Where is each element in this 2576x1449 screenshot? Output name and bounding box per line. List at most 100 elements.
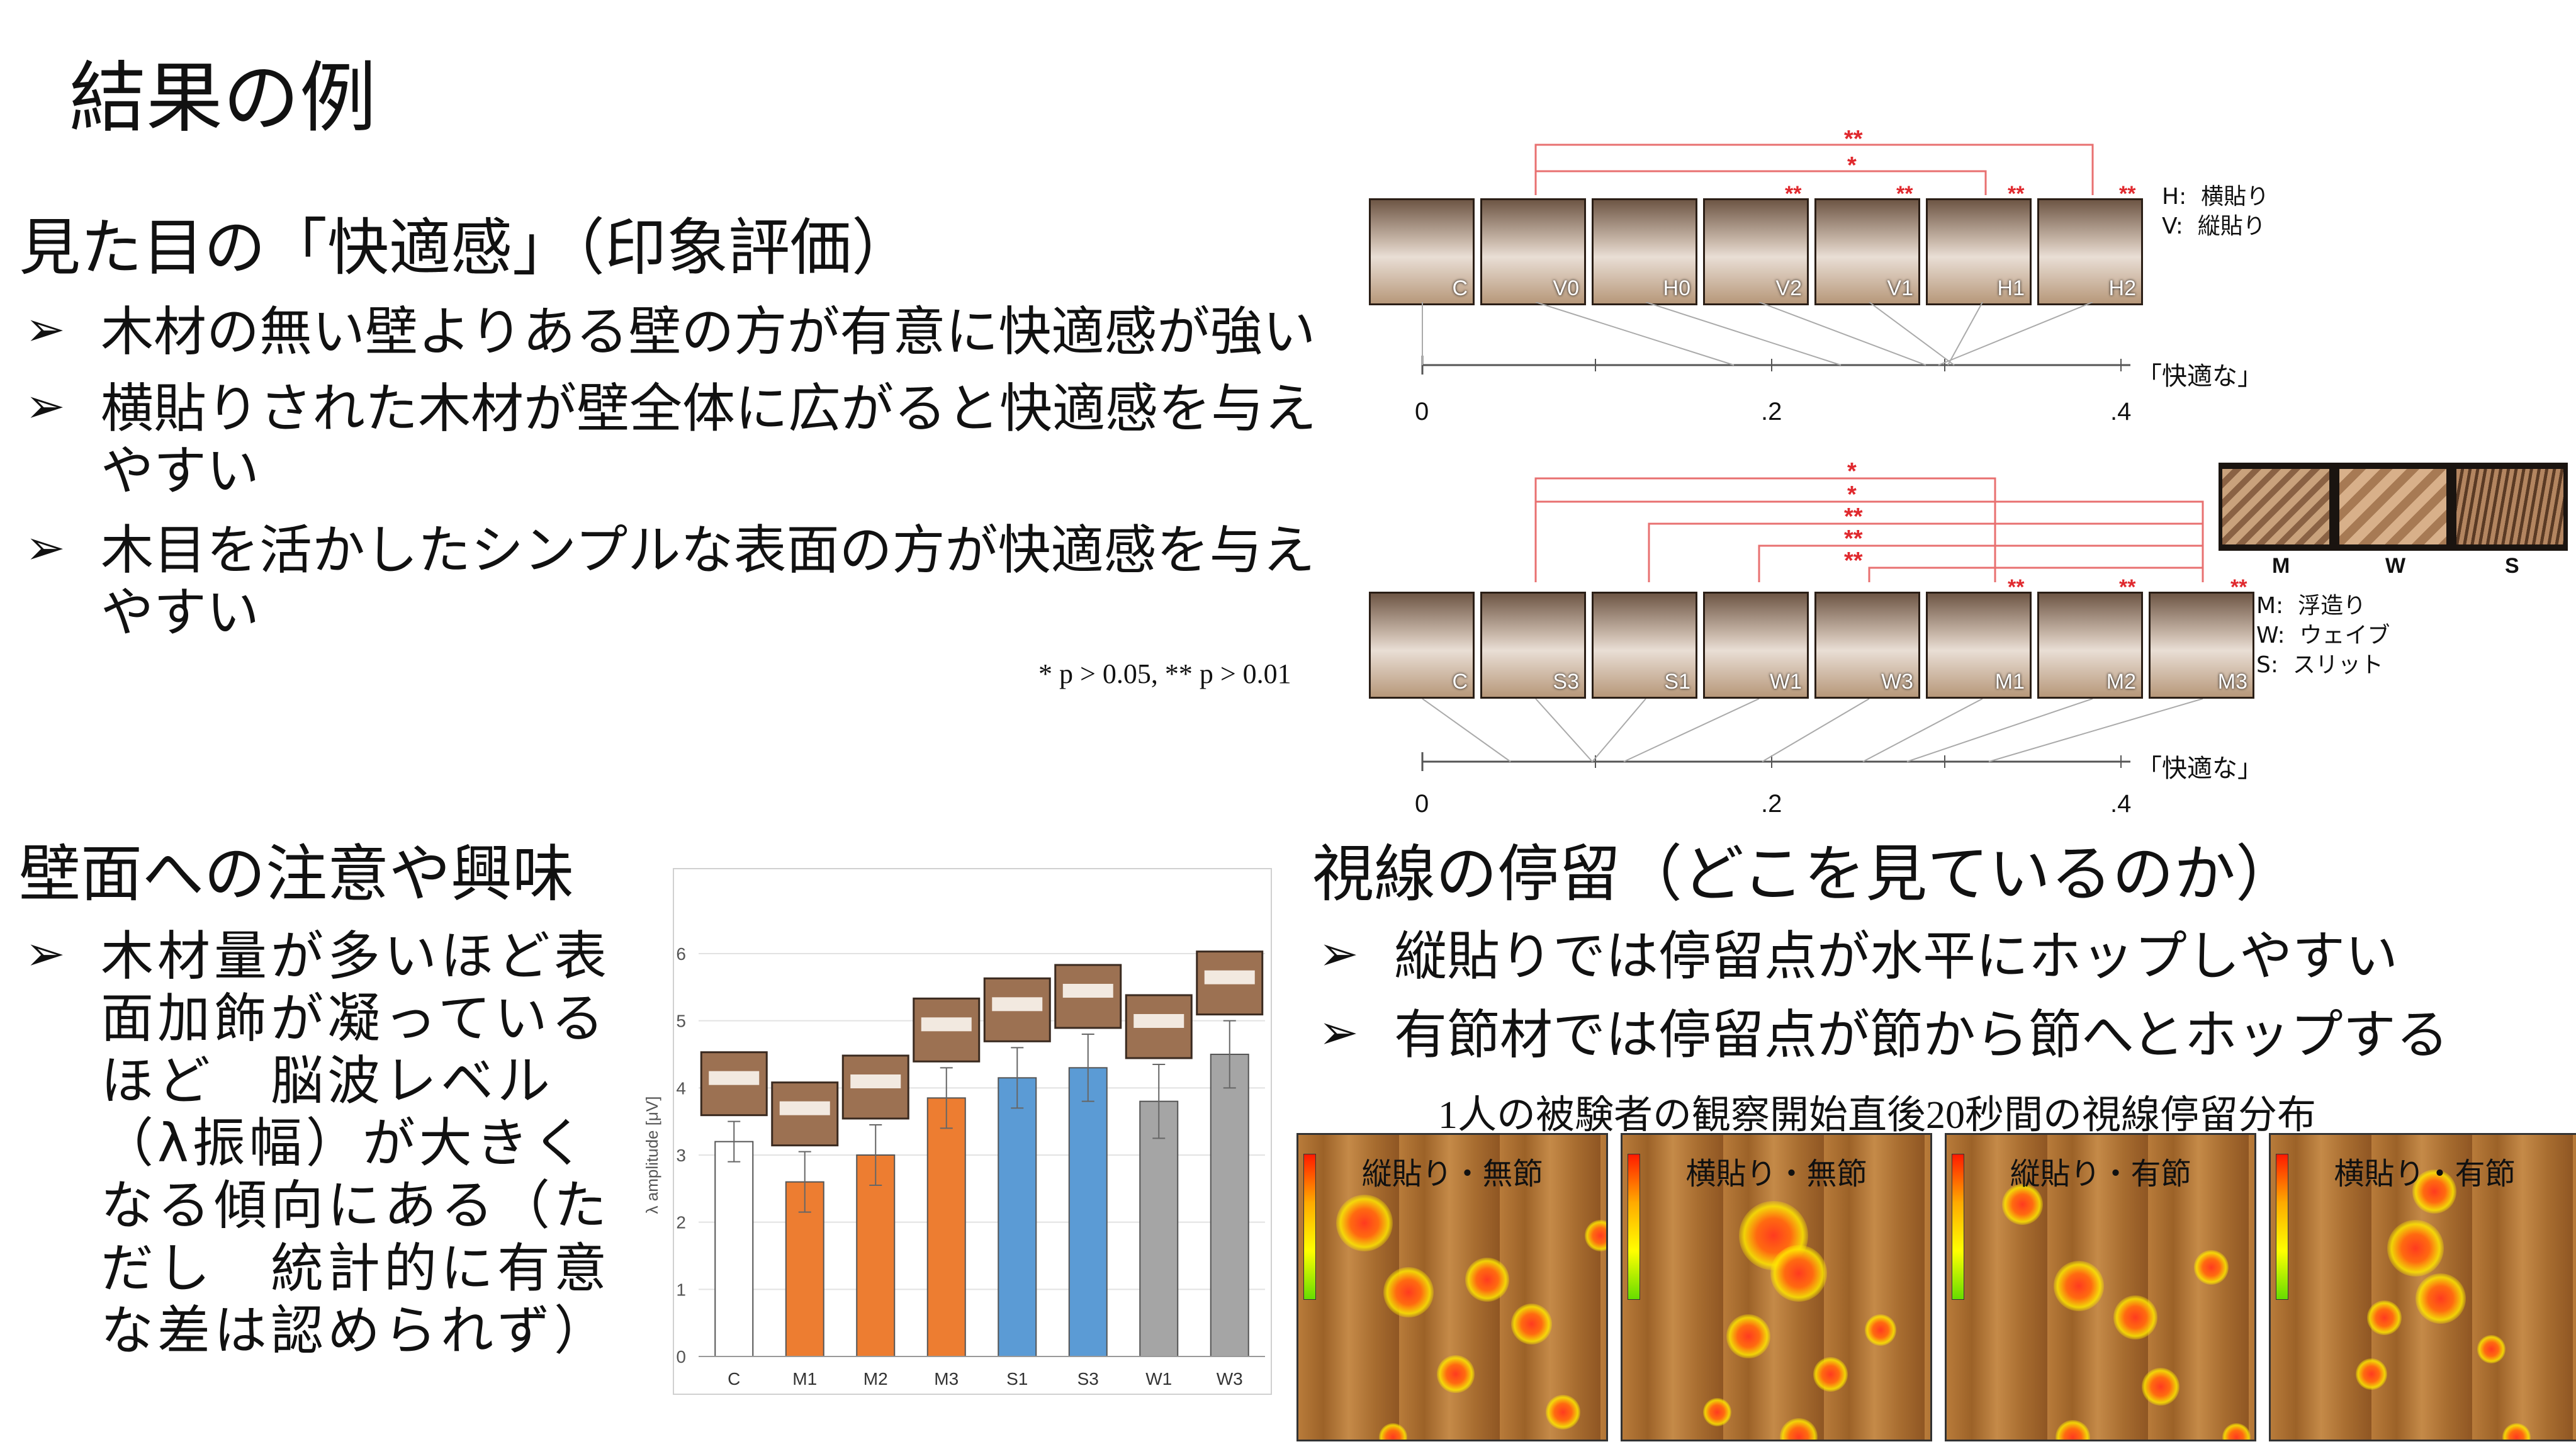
wall-panel-v1: V1 [1814, 198, 1920, 305]
wall-panel-c: C [1369, 592, 1475, 699]
panel-label: V0 [1553, 276, 1579, 300]
surface-swatches [2219, 463, 2568, 551]
gaze-fixation-spot [1770, 1245, 1827, 1302]
thumbnail-highlight [850, 1074, 901, 1088]
panel-label: H2 [2108, 276, 2136, 300]
panel-label: S1 [1664, 670, 1690, 694]
swatch-s [2456, 469, 2563, 544]
x-tick-label: M1 [792, 1369, 817, 1389]
x-tick-label: S1 [1006, 1369, 1028, 1389]
panel-label: H0 [1663, 276, 1690, 300]
swatch-label: M [2272, 554, 2290, 578]
wall-panel-m3: M3 [2149, 592, 2254, 699]
gaze-fixation-spot [1585, 1220, 1606, 1251]
panel-star: ** [2008, 575, 2025, 599]
x-tick-label: M3 [934, 1369, 959, 1389]
gaze-heatmap-4: 横貼り・有節 [2269, 1133, 2576, 1441]
bar-m3 [926, 1097, 966, 1357]
top-legend: H: 横貼り V: 縦貼り [2162, 184, 2269, 239]
bar-c [714, 1141, 754, 1357]
bottom-significance-brackets [1534, 477, 2204, 582]
wall-panel-v2: V2 [1703, 198, 1809, 305]
gaze-fixation-spot [1780, 1418, 1818, 1440]
panel-label: V1 [1887, 276, 1913, 300]
gaze-fixation-spot [2477, 1334, 2506, 1363]
gaze-fixation-spot [1726, 1314, 1770, 1358]
bar-s1 [998, 1077, 1037, 1357]
heat-scale-bar [1628, 1154, 1640, 1300]
top-significance-brackets [1534, 144, 2094, 195]
axis-tick: .2 [1761, 790, 1782, 818]
arrow-bullet-icon: ➢ [25, 301, 65, 357]
heatmap-label: 縦貼り・無節 [1361, 1156, 1543, 1192]
x-tick-label: W3 [1217, 1369, 1243, 1389]
bottom-axis [1421, 699, 2203, 771]
wall-panel-m1: M1 [1926, 592, 2032, 699]
wall-panel-h1: H1 [1926, 198, 2032, 305]
section-comfort-heading: 見た目の「快適感」（印象評価） [19, 212, 914, 284]
y-tick-label: 4 [676, 1078, 686, 1098]
gaze-fixation-spot [2366, 1300, 2402, 1335]
panel-label: W3 [1881, 670, 1913, 694]
arrow-bullet-icon: ➢ [25, 925, 65, 981]
panel-label: M2 [2106, 670, 2136, 694]
bracket-star: * [1847, 458, 1857, 485]
gaze-fixation-spot [2055, 1419, 2090, 1440]
wall-panel-w1: W1 [1703, 592, 1809, 699]
swatch-w [2339, 469, 2446, 544]
gaze-fixation-spot [1813, 1356, 1848, 1392]
panel-star: ** [1785, 182, 1802, 206]
arrow-bullet-icon: ➢ [1319, 1004, 1359, 1060]
bar-s3 [1068, 1067, 1108, 1357]
gaze-heatmap-2: 横貼り・無節 [1621, 1133, 1932, 1441]
axis-tick: 0 [1415, 398, 1429, 426]
y-tick-label: 0 [676, 1347, 686, 1367]
gaze-heatmap-3: 縦貼り・有節 [1945, 1133, 2256, 1441]
gaze-fixation-spot [2001, 1183, 2043, 1225]
heatmap-caption: 1人の被験者の観察開始直後20秒間の視線停留分布 [1438, 1094, 2317, 1137]
top-panel-figure: ** * C V0 H0 V2 ** V1 ** H1 ** H2 ** H: 横貼り V: 縦貼り… [1366, 126, 2269, 453]
bar-w1 [1139, 1100, 1179, 1357]
arrow-bullet-icon: ➢ [1319, 925, 1359, 981]
wall-panel-m2: M2 [2037, 592, 2143, 699]
bottom-panel-figure: * * ** ** ** M W S C S3 S1 W1 W3 M1 ** M2 ** M3 **… [1366, 456, 2576, 834]
heatmap-label: 横貼り・有節 [2334, 1156, 2516, 1192]
gaze-fixation-spot [1545, 1394, 1580, 1429]
thumbnail-highlight [1133, 1014, 1184, 1028]
x-tick-label: W1 [1145, 1369, 1172, 1389]
thumbnail-highlight [779, 1101, 830, 1115]
gaze-fixation-spot [2193, 1249, 2229, 1285]
panel-label: M3 [2217, 670, 2247, 694]
gaze-fixation-spot [1465, 1258, 1509, 1302]
panel-label: C [1452, 670, 1468, 694]
bracket-star: * [1847, 152, 1857, 179]
bracket-star: ** [1844, 504, 1863, 530]
gaze-bullet-2: ➢ 有節材では停留点が節から節へとホップする [1319, 1004, 2449, 1066]
bracket-star: * [1847, 482, 1857, 508]
gaze-fixation-spot [1383, 1267, 1434, 1317]
panel-star: ** [2230, 575, 2247, 599]
bracket-star: ** [1844, 526, 1863, 552]
gaze-fixation-spot [1865, 1314, 1896, 1346]
arrow-bullet-icon: ➢ [25, 378, 65, 434]
y-tick-label: 3 [676, 1146, 686, 1165]
gaze-fixation-spot [2142, 1368, 2179, 1406]
gaze-heatmap-1: 縦貼り・無節 [1296, 1133, 1608, 1441]
thumbnail-highlight [1062, 984, 1113, 998]
panel-label: C [1452, 276, 1468, 300]
panel-label: H1 [1997, 276, 2025, 300]
panel-label: V2 [1775, 276, 1802, 300]
chart-frame [673, 868, 1272, 1395]
thumbnail-highlight [921, 1017, 972, 1032]
axis-tick: 0 [1415, 790, 1429, 818]
gaze-fixation-spot [2356, 1358, 2387, 1390]
y-tick-label: 5 [676, 1012, 686, 1031]
thumbnail-highlight [992, 997, 1043, 1012]
x-tick-label: C [728, 1369, 740, 1389]
heat-scale-bar [2276, 1154, 2288, 1300]
axis-tick: .4 [2110, 398, 2132, 426]
gaze-fixation-spot [1378, 1423, 1407, 1440]
wall-panel-w3: W3 [1814, 592, 1920, 699]
amplitude-bar-chart: 0 1 2 3 4 5 6 λ amplitude [μV] C M1 M2 M3 S1 S3 W1 W3 [643, 868, 1272, 1395]
gaze-fixation-spot [1702, 1397, 1731, 1426]
